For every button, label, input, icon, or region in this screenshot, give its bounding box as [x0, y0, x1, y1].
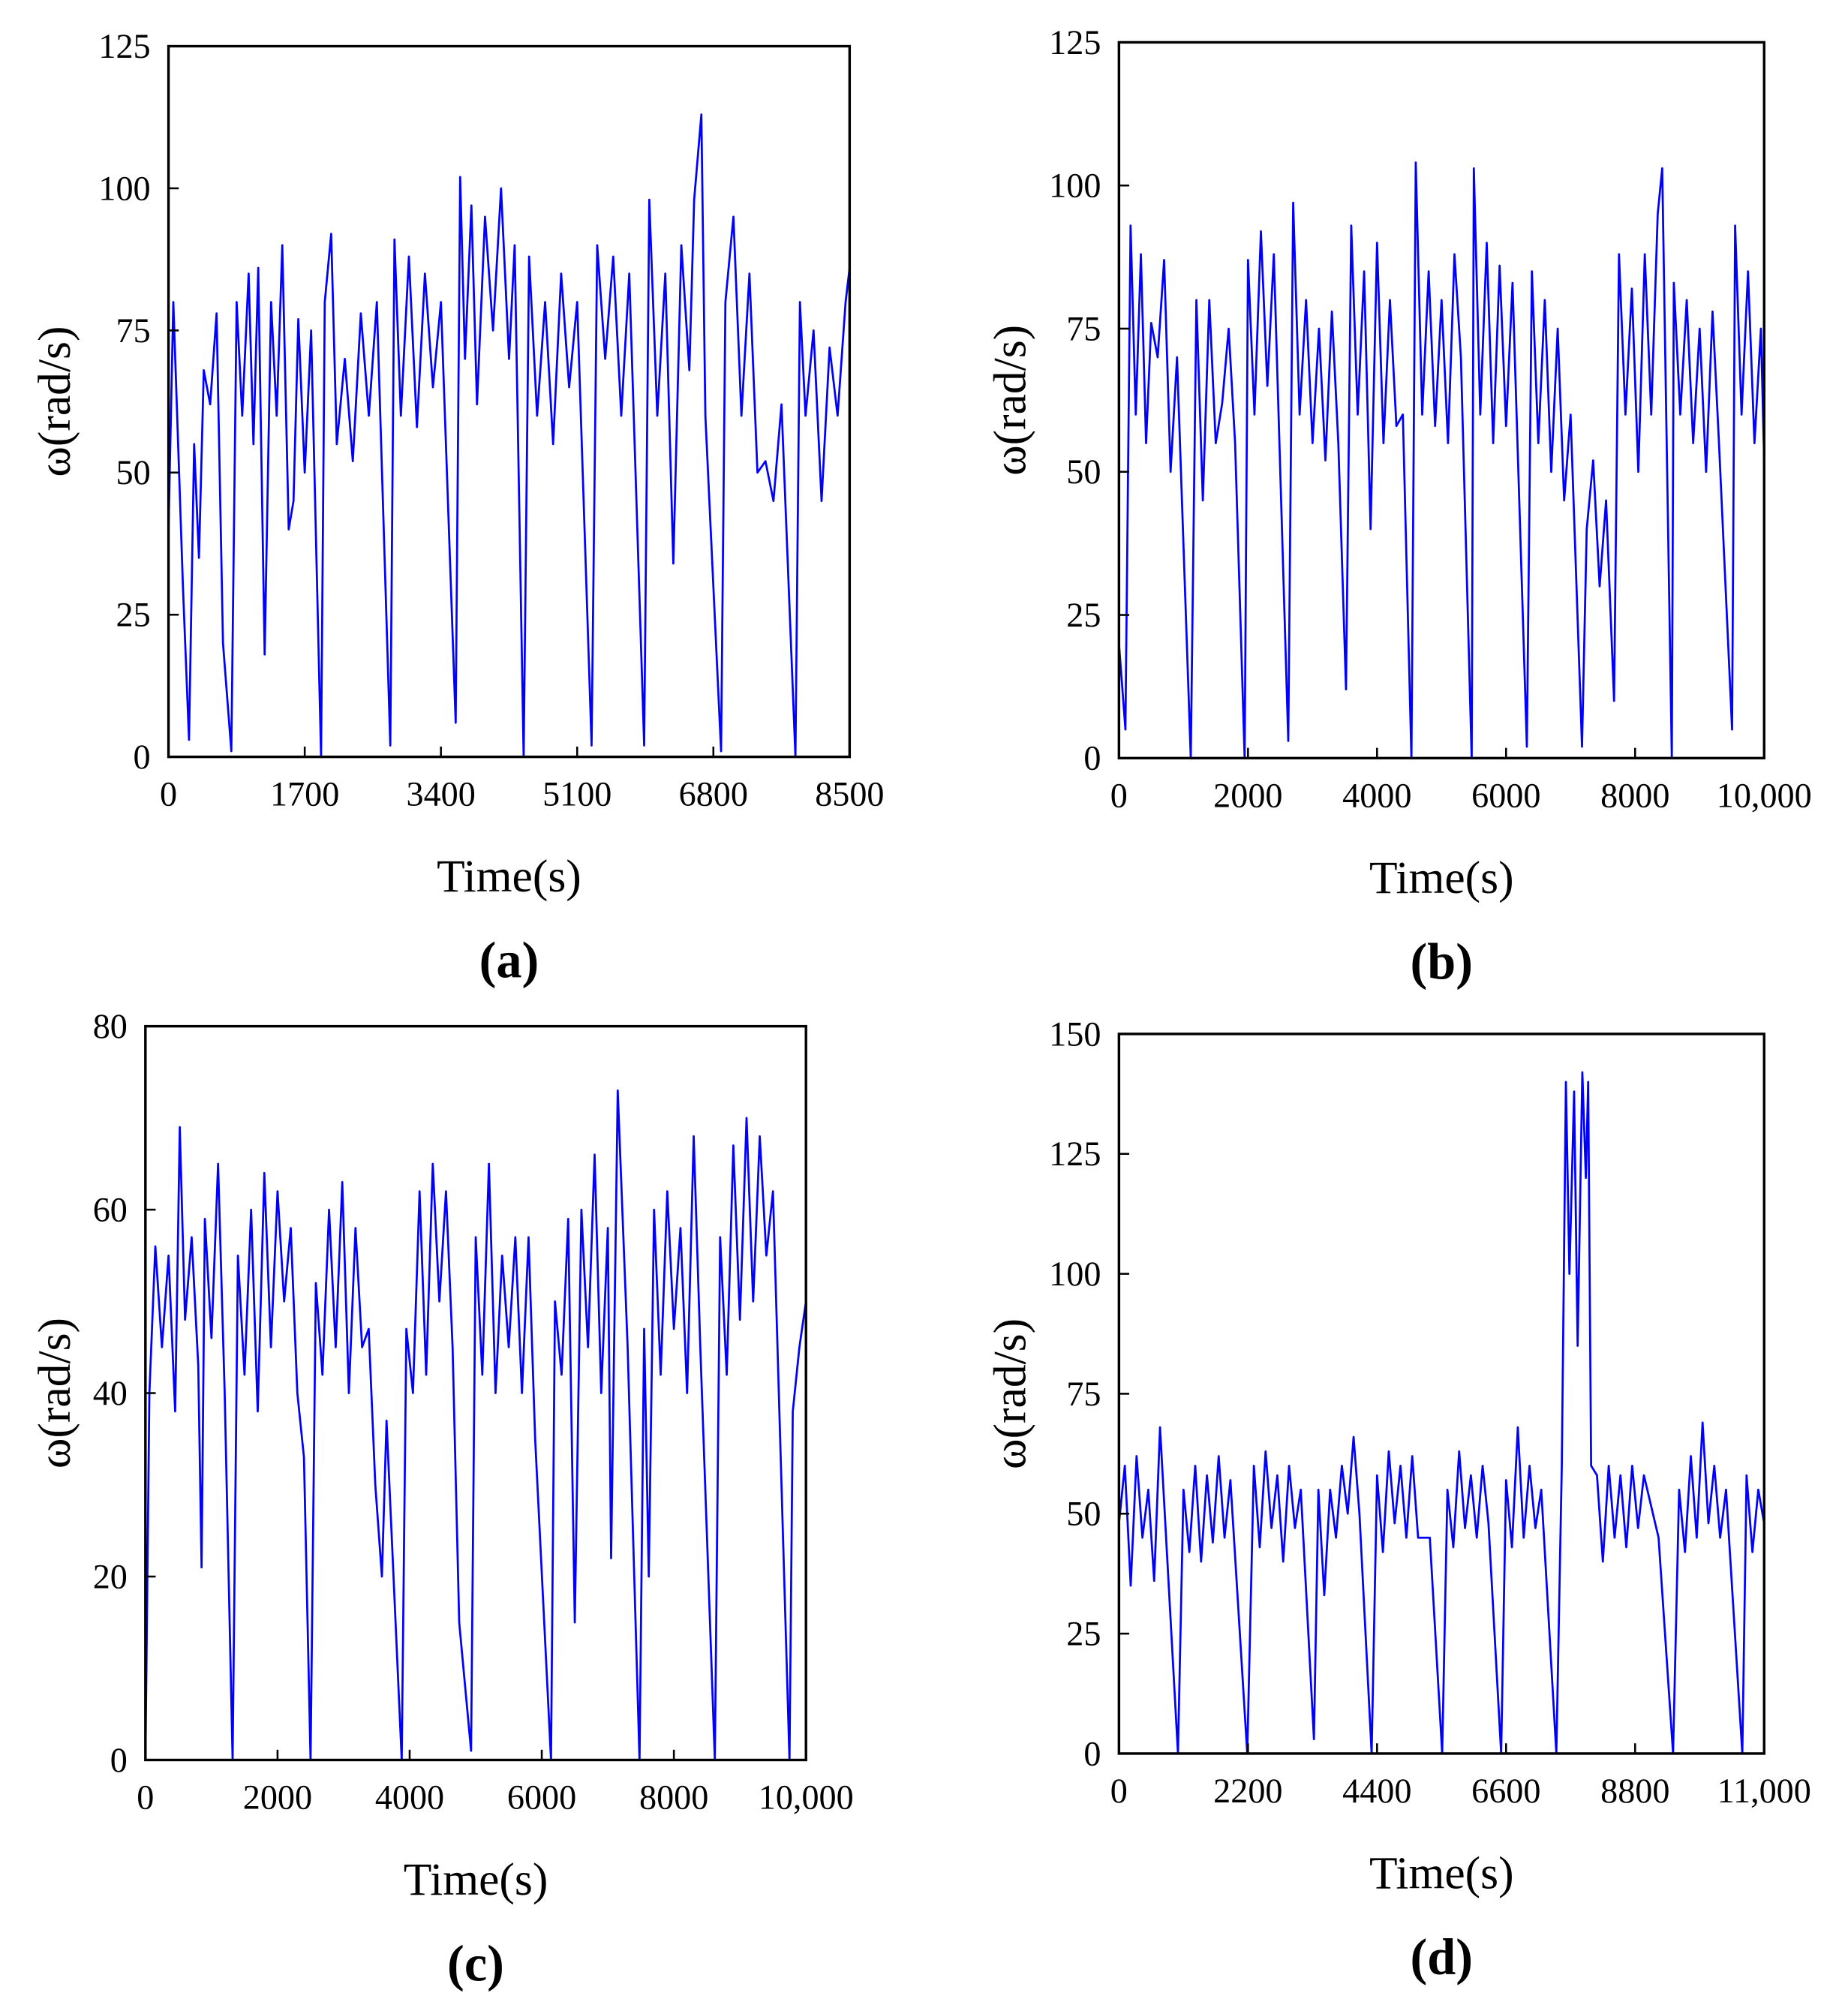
x-tick-label: 6000 — [1471, 776, 1540, 814]
data-line — [1119, 161, 1765, 759]
y-tick-label: 50 — [1066, 452, 1101, 491]
x-axis-title: Time(s) — [1369, 852, 1514, 903]
y-tick-label: 100 — [1049, 167, 1101, 205]
y-tick-label: 75 — [1066, 309, 1101, 347]
y-tick-label: 100 — [1049, 1255, 1101, 1293]
x-tick-label: 0 — [137, 1778, 154, 1816]
x-axis-title: Time(s) — [404, 1854, 548, 1905]
y-tick-label: 0 — [110, 1741, 128, 1779]
y-tick-label: 50 — [1066, 1495, 1101, 1533]
y-tick-label: 100 — [98, 169, 150, 207]
y-tick-label: 20 — [93, 1557, 128, 1595]
caption: (b) — [1411, 933, 1474, 990]
caption: (a) — [479, 932, 539, 989]
plot-frame — [1117, 41, 1765, 760]
x-axis-title: Time(s) — [437, 851, 581, 902]
x-tick-label: 10,000 — [1717, 776, 1812, 814]
y-axis-title: ω(rad/s) — [29, 326, 80, 477]
data-line — [145, 1089, 807, 1760]
x-tick-label: 8500 — [815, 775, 884, 813]
y-axis-title: ω(rad/s) — [985, 325, 1036, 476]
y-tick-label: 125 — [1049, 1135, 1101, 1173]
x-tick-label: 2000 — [1213, 776, 1282, 814]
x-tick-label: 4400 — [1342, 1772, 1411, 1810]
x-tick-label: 1700 — [270, 775, 339, 813]
x-tick-label: 4000 — [1342, 776, 1411, 814]
x-tick-label: 8000 — [639, 1778, 708, 1816]
y-axis-title: ω(rad/s) — [29, 1318, 80, 1468]
y-tick-label: 25 — [116, 596, 151, 634]
caption: (d) — [1411, 1928, 1474, 1985]
y-tick-label: 25 — [1066, 1614, 1101, 1652]
x-tick-label: 6800 — [679, 775, 748, 813]
y-tick-label: 0 — [1083, 1734, 1101, 1772]
data-line — [168, 113, 850, 757]
x-tick-label: 10,000 — [759, 1778, 854, 1816]
x-tick-label: 0 — [1110, 1772, 1128, 1810]
y-tick-label: 50 — [116, 453, 151, 491]
x-tick-label: 2200 — [1213, 1772, 1282, 1810]
x-tick-label: 3400 — [407, 775, 476, 813]
x-tick-label: 2000 — [243, 1778, 312, 1816]
x-axis-title: Time(s) — [1369, 1847, 1514, 1898]
y-tick-label: 60 — [93, 1190, 128, 1228]
x-tick-label: 11,000 — [1717, 1772, 1811, 1810]
plot-frame — [144, 1024, 807, 1762]
x-tick-label: 0 — [160, 775, 177, 813]
x-tick-label: 8800 — [1600, 1772, 1669, 1810]
y-tick-label: 25 — [1066, 596, 1101, 634]
x-tick-label: 4000 — [375, 1778, 444, 1816]
x-tick-label: 6600 — [1471, 1772, 1540, 1810]
y-tick-label: 0 — [1083, 739, 1101, 777]
y-tick-label: 150 — [1049, 1015, 1101, 1053]
y-tick-label: 0 — [134, 738, 151, 776]
y-axis-title: ω(rad/s) — [985, 1318, 1036, 1469]
y-tick-label: 125 — [98, 27, 150, 65]
x-tick-label: 5100 — [542, 775, 611, 813]
x-tick-label: 8000 — [1600, 776, 1669, 814]
x-tick-label: 6000 — [507, 1778, 576, 1816]
y-tick-label: 80 — [93, 1007, 128, 1045]
y-tick-label: 75 — [1066, 1375, 1101, 1413]
caption: (c) — [447, 1935, 504, 1992]
plot-frame — [1117, 1033, 1765, 1755]
plot-frame — [167, 44, 852, 759]
y-tick-label: 40 — [93, 1374, 128, 1412]
y-tick-label: 75 — [116, 311, 151, 350]
y-tick-label: 125 — [1049, 23, 1101, 62]
data-line — [1119, 1071, 1765, 1754]
x-tick-label: 0 — [1110, 776, 1128, 814]
